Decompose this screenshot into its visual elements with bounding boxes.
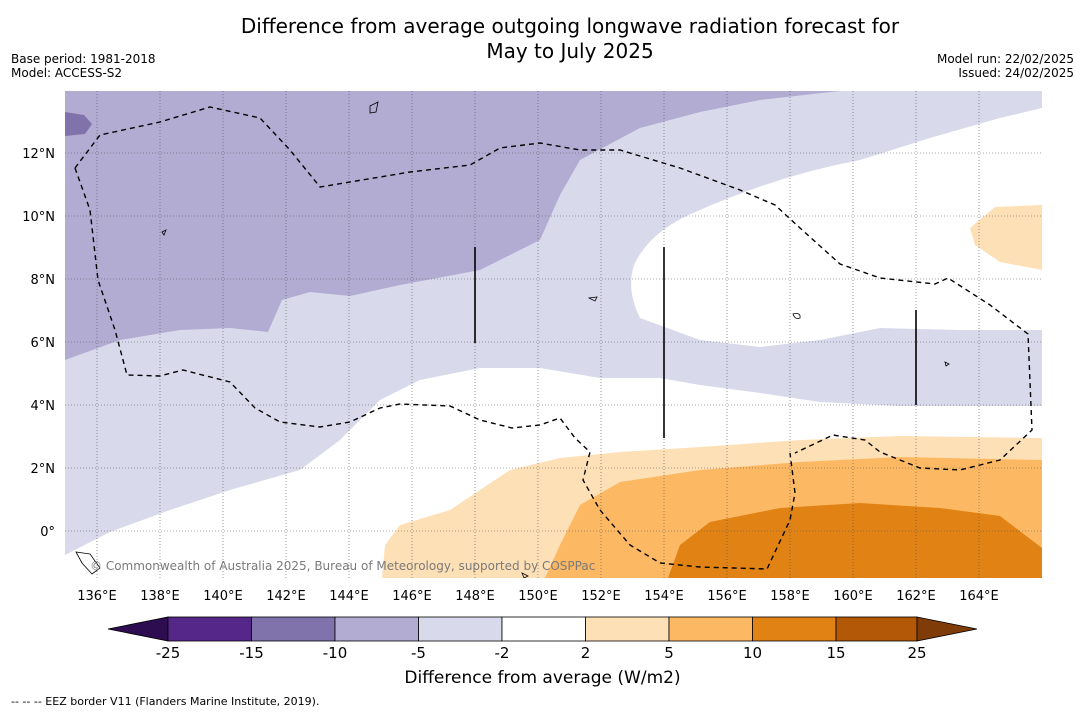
lat-label: 8°N — [31, 273, 56, 288]
footnote: -- -- -- EEZ border V11 (Flanders Marine… — [11, 695, 320, 708]
lon-label: 136°E — [77, 589, 117, 604]
lon-label: 152°E — [581, 589, 621, 604]
colorbar-bin — [835, 616, 918, 642]
lon-label: 162°E — [896, 589, 936, 604]
lon-label: 146°E — [392, 589, 432, 604]
colorbar-tick: 10 — [743, 644, 762, 662]
band-medium-lavender — [65, 91, 840, 360]
colorbar-tick: -15 — [239, 644, 264, 662]
colorbar-bin — [167, 616, 252, 642]
lon-label: 160°E — [833, 589, 873, 604]
colorbar-bin — [668, 616, 753, 642]
lon-label: 150°E — [518, 589, 558, 604]
model-run: Model run: 22/02/2025 — [936, 52, 1074, 66]
lon-label: 148°E — [455, 589, 495, 604]
colorbar-tick: -5 — [411, 644, 426, 662]
longitude-labels: 136°E 138°E 140°E 142°E 144°E 146°E 148°… — [77, 589, 999, 604]
lat-label: 2°N — [31, 462, 56, 477]
lat-label: 6°N — [31, 336, 56, 351]
graticule — [65, 91, 1042, 578]
model-name: Model: ACCESS-S2 — [11, 66, 123, 80]
colorbar-bin — [501, 616, 586, 642]
colorbar-tick: -25 — [156, 644, 181, 662]
colorbar-tick: 15 — [826, 644, 845, 662]
lon-label: 140°E — [203, 589, 243, 604]
meta-left: Base period: 1981-2018 Model: ACCESS-S2 — [11, 52, 156, 80]
lat-label: 4°N — [31, 399, 56, 414]
band-neutral-north — [631, 108, 1042, 347]
eez-borders — [74, 106, 1033, 570]
band-light-orange-ne — [970, 205, 1042, 270]
lon-label: 154°E — [644, 589, 684, 604]
lat-label: 10°N — [22, 210, 55, 225]
title-line-1: Difference from average outgoing longwav… — [240, 14, 900, 38]
colorbar-tick: 5 — [664, 644, 674, 662]
colorbar-tick: -10 — [323, 644, 348, 662]
colorbar-extend-high — [916, 616, 978, 642]
lon-label: 142°E — [266, 589, 306, 604]
lon-label: 156°E — [707, 589, 747, 604]
colorbar-title: Difference from average (W/m2) — [404, 668, 681, 688]
colorbar-tick: 25 — [907, 644, 926, 662]
lon-label: 138°E — [140, 589, 180, 604]
colorbar-tick: -2 — [495, 644, 510, 662]
segment-lines — [474, 247, 917, 438]
lat-label: 12°N — [22, 147, 55, 162]
map-area: © Commonwealth of Australia 2025, Bureau… — [65, 91, 1042, 578]
map-credit: © Commonwealth of Australia 2025, Bureau… — [90, 559, 595, 573]
latitude-labels: 12°N 10°N 8°N 6°N 4°N 2°N 0° — [22, 147, 55, 540]
colorbar-bin — [585, 616, 670, 642]
issued-date: Issued: 24/02/2025 — [958, 66, 1074, 80]
title-line-2: May to July 2025 — [486, 39, 654, 63]
base-period: Base period: 1981-2018 — [11, 52, 156, 66]
colorbar-extend-low — [107, 616, 169, 642]
lon-label: 164°E — [959, 589, 999, 604]
island-outlines — [75, 101, 950, 578]
lon-label: 158°E — [770, 589, 810, 604]
meta-right: Model run: 22/02/2025 Issued: 24/02/2025 — [937, 52, 1074, 80]
band-dark-purple — [65, 112, 92, 136]
colorbar-bin — [752, 616, 837, 642]
colorbar-tick: 2 — [581, 644, 591, 662]
colorbar-bin — [251, 616, 336, 642]
colorbar: -25 -15 -10 -5 -2 2 5 10 15 25 — [107, 616, 978, 662]
colorbar-bin — [334, 616, 419, 642]
chart-title: Difference from average outgoing longwav… — [0, 14, 1085, 64]
band-dark-orange — [668, 503, 1042, 578]
lon-label: 144°E — [329, 589, 369, 604]
lat-label: 0° — [40, 525, 55, 540]
colorbar-bin — [418, 616, 503, 642]
